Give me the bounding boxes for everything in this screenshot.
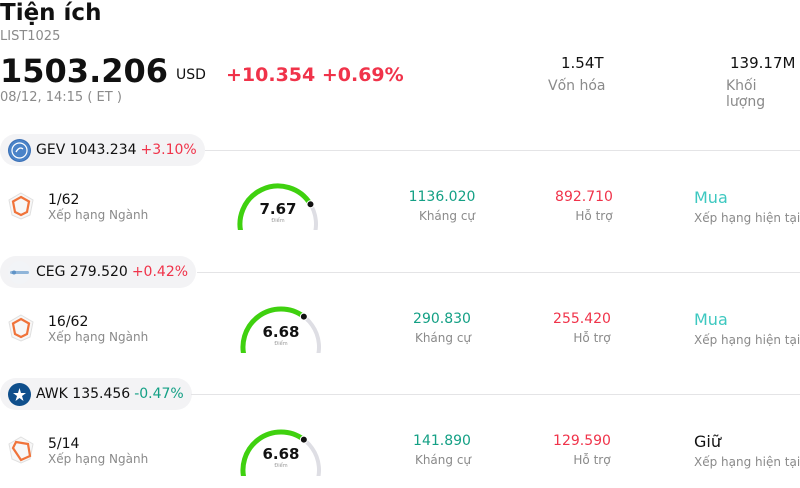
ticker-price: AWK 135.456 — [36, 386, 131, 402]
volume-label: Khối lượng — [726, 78, 766, 110]
price-change: +10.354 +0.69% — [226, 64, 404, 86]
resistance-value: 290.830 — [413, 311, 471, 327]
gauge-marker — [306, 200, 315, 209]
volume-value: 139.17M — [730, 54, 796, 72]
score-value: 6.68 — [262, 323, 300, 341]
industry-rank-label: Xếp hạng Ngành — [48, 208, 149, 222]
score-label: Điểm — [271, 218, 285, 224]
resistance-label: Kháng cự — [418, 209, 476, 223]
score-gauge — [240, 306, 321, 353]
currency-label: USD — [176, 67, 206, 83]
support-label: Hỗ trợ — [573, 331, 611, 345]
score-value: 6.68 — [262, 445, 300, 463]
page-title: Tiện ích — [0, 0, 102, 26]
ticker-price: GEV 1043.234 — [36, 142, 137, 158]
market-cap-value: 1.54T — [561, 54, 604, 72]
industry-rank: 5/14 — [48, 436, 80, 452]
support-label: Hỗ trợ — [575, 209, 613, 223]
rank-badge-icon — [8, 314, 34, 342]
stock-pill-gev[interactable]: GEV 1043.234 +3.10% — [0, 134, 205, 166]
gauge-marker — [299, 435, 308, 444]
current-rating-label: Xếp hạng hiện tại — [694, 333, 800, 347]
constellation-logo-icon — [8, 260, 31, 284]
support-label: Hỗ trợ — [573, 453, 611, 467]
divider — [191, 394, 800, 395]
industry-rank: 1/62 — [48, 192, 80, 208]
american-water-logo-icon — [8, 382, 31, 406]
resistance-label: Kháng cự — [414, 453, 472, 467]
divider — [205, 150, 800, 151]
score-gauge — [237, 183, 318, 230]
gauge-fill — [237, 183, 313, 230]
score-gauge — [240, 429, 321, 476]
ticker-change: -0.47% — [134, 386, 184, 402]
resistance-label: Kháng cự — [414, 331, 472, 345]
score-label: Điểm — [274, 463, 288, 469]
market-cap-label: Vốn hóa — [548, 78, 606, 94]
score-value: 7.67 — [259, 200, 297, 218]
support-value: 892.710 — [555, 189, 613, 205]
industry-rank: 16/62 — [48, 314, 89, 330]
divider — [197, 272, 800, 273]
timestamp: 08/12, 14:15 ( ET ) — [0, 90, 122, 105]
ge-vernova-logo-icon — [8, 138, 31, 162]
current-rating: Giữ — [694, 432, 721, 451]
current-rating: Mua — [694, 310, 728, 329]
rank-badge-icon — [8, 436, 34, 464]
stock-pill-ceg[interactable]: CEG 279.520 +0.42% — [0, 256, 197, 288]
ticker-price: CEG 279.520 — [36, 264, 128, 280]
resistance-value: 1136.020 — [408, 189, 476, 205]
index-price: 1503.206 — [0, 52, 169, 90]
current-rating-label: Xếp hạng hiện tại — [694, 455, 800, 469]
list-code: LIST1025 — [0, 29, 61, 44]
resistance-value: 141.890 — [413, 433, 471, 449]
support-value: 255.420 — [553, 311, 611, 327]
support-value: 129.590 — [553, 433, 611, 449]
current-rating: Mua — [694, 188, 728, 207]
gauge-marker — [299, 312, 308, 321]
industry-rank-label: Xếp hạng Ngành — [48, 330, 149, 344]
score-label: Điểm — [274, 341, 288, 347]
ticker-change: +0.42% — [131, 264, 189, 280]
ticker-change: +3.10% — [140, 142, 197, 158]
rank-badge-icon — [8, 192, 34, 220]
gauge-fill — [240, 429, 307, 476]
industry-rank-label: Xếp hạng Ngành — [48, 452, 149, 466]
gauge-fill — [240, 306, 307, 353]
current-rating-label: Xếp hạng hiện tại — [694, 211, 800, 225]
stock-pill-awk[interactable]: AWK 135.456 -0.47% — [0, 378, 192, 410]
